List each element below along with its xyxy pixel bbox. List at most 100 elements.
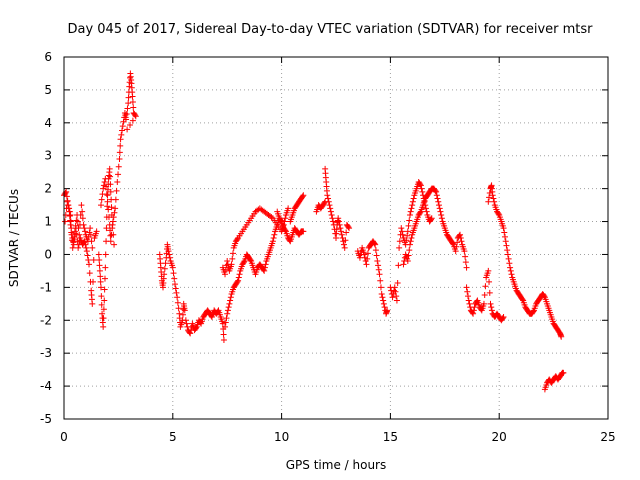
data-point-arc-n [407, 208, 414, 215]
data-point-arc-l [337, 225, 344, 232]
data-point-arc-b [87, 225, 94, 232]
data-point-arc-c [102, 251, 109, 258]
data-point-arc-h [228, 261, 235, 268]
data-point-arc-a [84, 252, 91, 259]
data-point-arc-q [490, 195, 497, 202]
data-point-arc-b [74, 218, 81, 225]
data-point-arc-c [98, 293, 105, 300]
data-point-arc-h [268, 214, 275, 221]
data-point-arc-e [172, 285, 179, 292]
data-point-arc-l [324, 192, 331, 199]
data-point-arc-n [428, 216, 435, 223]
data-point-arc-b [76, 231, 83, 238]
data-point-arc-h [224, 258, 231, 265]
data-point-arc-g [226, 300, 233, 307]
data-point-arc-g [236, 271, 243, 278]
data-point-arc-o [406, 241, 413, 248]
x-axis-label: GPS time / hours [286, 458, 387, 472]
data-point-arc-d [117, 136, 124, 143]
data-point-arc-g [223, 315, 230, 322]
data-point-arc-l [341, 244, 348, 251]
data-point-arc-l [338, 231, 345, 238]
data-point-arc-g [227, 297, 234, 304]
data-point-arc-l [330, 218, 337, 225]
data-point-arc-l [335, 218, 342, 225]
data-point-arc-f [214, 308, 221, 315]
data-point-arc-m [363, 261, 370, 268]
data-point-arc-d [130, 104, 137, 111]
data-point-arc-i [300, 228, 307, 235]
data-point-arc-a [62, 190, 69, 197]
data-point-arc-c [111, 241, 118, 248]
data-point-arc-n [409, 202, 416, 209]
data-point-arc-d [124, 126, 131, 133]
data-point-arc-o [463, 264, 470, 271]
data-point-arc-q [502, 233, 509, 240]
data-point-arc-b [80, 221, 87, 228]
data-point-arc-b [65, 205, 72, 212]
data-point-arc-e [166, 254, 173, 261]
data-point-arc-g [225, 304, 232, 311]
data-point-arc-q [503, 242, 510, 249]
data-point-arc-o [462, 259, 469, 266]
data-point-arc-n [417, 181, 424, 188]
data-point-arc-m [373, 252, 380, 259]
data-point-arc-c [103, 225, 110, 232]
data-point-arc-d [114, 179, 121, 186]
data-point-arc-o [452, 248, 459, 255]
data-point-arc-n [399, 231, 406, 238]
data-point-arc-d [110, 214, 117, 221]
x-tick-label: 25 [600, 430, 615, 444]
data-point-arc-m [380, 297, 387, 304]
data-point-arc-d [132, 113, 139, 120]
plot-frame [63, 56, 609, 420]
data-point-arc-b [69, 244, 76, 251]
y-tick-label: 2 [44, 182, 52, 196]
data-point-arc-c [108, 204, 115, 211]
data-point-arc-g [269, 238, 276, 245]
data-point-arc-b [77, 211, 84, 218]
y-tick-label: -2 [40, 313, 52, 327]
data-point-arc-q [506, 260, 513, 267]
data-point-arc-f [197, 319, 204, 326]
data-points [61, 70, 567, 393]
data-point-arc-p [481, 292, 488, 299]
y-tick-label: -3 [40, 346, 52, 360]
data-point-arc-n [395, 262, 402, 269]
data-point-arc-q [508, 271, 515, 278]
data-point-arc-a [89, 300, 96, 307]
data-point-arc-e [161, 265, 168, 272]
data-point-arc-m [364, 255, 371, 262]
data-point-arc-d [125, 100, 132, 107]
data-point-arc-l [328, 211, 335, 218]
data-point-arc-b [79, 215, 86, 222]
data-point-arc-i [277, 217, 284, 224]
data-point-arc-g [271, 231, 278, 238]
data-point-arc-g [227, 294, 234, 301]
data-point-arc-b [68, 229, 75, 236]
data-point-arc-d [111, 209, 118, 216]
data-point-arc-q [489, 192, 496, 199]
data-point-arc-g [261, 267, 268, 274]
data-point-arc-q [541, 293, 548, 300]
data-point-arc-p [480, 300, 487, 307]
data-point-arc-o [435, 202, 442, 209]
data-point-arc-b [89, 244, 96, 251]
y-tick-label: -4 [40, 379, 52, 393]
data-point-arc-m [356, 254, 363, 261]
data-point-arc-q [530, 308, 537, 315]
data-point-arc-c [104, 192, 111, 199]
y-tick-label: -5 [40, 412, 52, 426]
data-point-arc-g [224, 307, 231, 314]
data-point-arc-o [417, 209, 424, 216]
data-point-arc-d [132, 112, 139, 119]
data-point-arc-n [399, 228, 406, 235]
data-point-arc-j [300, 192, 307, 199]
data-point-arc-n [391, 287, 398, 294]
data-point-arc-c [107, 188, 114, 195]
data-point-arc-d [129, 117, 136, 124]
data-point-arc-q [485, 198, 492, 205]
data-point-arc-d [129, 98, 136, 105]
data-point-arc-q [502, 238, 509, 245]
data-point-arc-l [346, 225, 353, 232]
